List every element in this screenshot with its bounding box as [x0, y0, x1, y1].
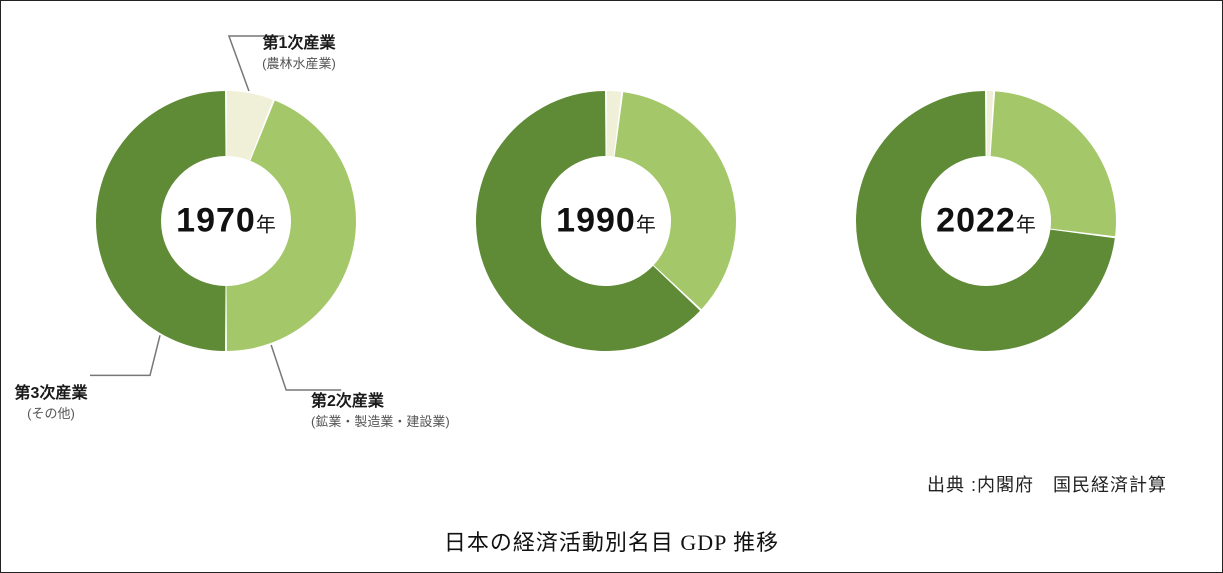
- figure-caption: 日本の経済活動別名目 GDP 推移: [444, 525, 779, 557]
- callout-tertiary-title: 第3次産業: [15, 379, 88, 403]
- leader-secondary: [271, 345, 341, 390]
- callout-primary-sub: (農林水産業): [262, 53, 336, 72]
- figure-frame: 1970年 1990年 2022年 第1次産業 (農林水産業) 第2次産業 (鉱…: [0, 0, 1223, 573]
- source-text: 出典 :内閣府 国民経済計算: [927, 471, 1167, 497]
- callout-secondary-title: 第2次産業: [311, 387, 450, 411]
- callout-tertiary-sub: (その他): [15, 403, 88, 422]
- callout-secondary-sub: (鉱業・製造業・建設業): [311, 411, 450, 430]
- leader-tertiary: [90, 335, 160, 375]
- callout-secondary-industry: 第2次産業 (鉱業・製造業・建設業): [311, 387, 450, 430]
- callout-tertiary-industry: 第3次産業 (その他): [15, 379, 88, 422]
- slice-y1970-tertiary: [96, 91, 226, 351]
- callout-primary-industry: 第1次産業 (農林水産業): [262, 29, 336, 72]
- callout-primary-title: 第1次産業: [262, 29, 336, 53]
- slice-y2022-secondary: [991, 91, 1116, 236]
- slice-y1990-secondary: [615, 92, 736, 309]
